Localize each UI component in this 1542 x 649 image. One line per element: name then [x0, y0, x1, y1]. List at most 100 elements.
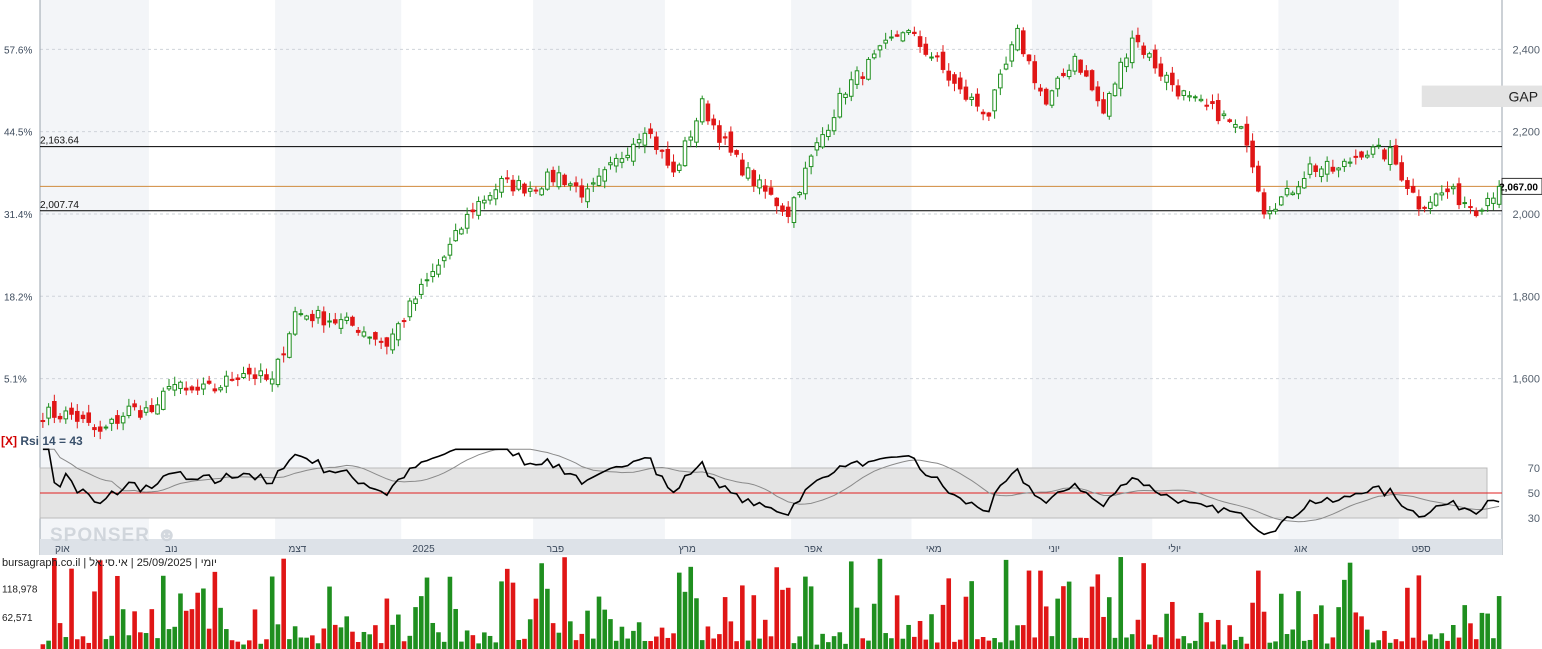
- candle: [1158, 56, 1164, 81]
- candle: [1410, 178, 1416, 194]
- candle: [837, 87, 843, 119]
- candle-body: [550, 169, 556, 183]
- candle: [940, 45, 946, 74]
- candle-body: [92, 427, 97, 431]
- candle-body: [1055, 77, 1060, 90]
- candle-body: [1473, 210, 1479, 217]
- candle-body: [1078, 59, 1083, 73]
- candle: [831, 109, 837, 135]
- candle-body: [195, 386, 200, 391]
- candle-body: [1313, 165, 1318, 172]
- candle-body: [1405, 180, 1410, 189]
- candle-body: [436, 264, 441, 275]
- volume-bar: [413, 607, 418, 649]
- candle-body: [1152, 49, 1158, 69]
- rsi-tick-label: 30: [1528, 513, 1540, 525]
- volume-bar: [631, 630, 636, 649]
- volume-bar: [1382, 630, 1387, 649]
- volume-bar: [1473, 639, 1479, 649]
- month-stripe: [40, 0, 149, 539]
- volume-bar: [1175, 638, 1181, 649]
- volume-bar: [1324, 643, 1330, 649]
- candle: [1313, 163, 1318, 178]
- candle: [694, 117, 699, 148]
- volume-bar: [757, 638, 762, 649]
- candle-body: [585, 188, 590, 203]
- volume-bar: [418, 596, 424, 649]
- candle: [1267, 205, 1273, 220]
- candle: [1066, 64, 1072, 80]
- volume-bar: [527, 619, 533, 649]
- candle: [808, 154, 814, 175]
- volume-bar: [235, 641, 241, 649]
- volume-bar: [327, 586, 332, 649]
- candle: [1038, 84, 1043, 97]
- candle-body: [1135, 34, 1141, 43]
- volume-bar: [441, 641, 447, 649]
- volume-bar: [722, 597, 728, 649]
- candle-body: [676, 164, 682, 171]
- candle: [493, 183, 499, 206]
- candle: [900, 31, 906, 43]
- candle-body: [1422, 206, 1427, 209]
- candle: [361, 326, 367, 338]
- candle: [963, 79, 969, 102]
- candle: [350, 315, 355, 327]
- candle-body: [545, 171, 550, 190]
- candle-body: [831, 117, 837, 132]
- candle: [854, 66, 860, 89]
- volume-bar: [740, 585, 745, 649]
- candle: [791, 196, 797, 228]
- volume-bar: [499, 581, 504, 649]
- date-axis: אוק נוב דצמ 2025 פבר מרץ אפר מאי יוני יולי אוג ספט: [40, 539, 1502, 555]
- candle-body: [1141, 45, 1146, 55]
- volume-bar: [791, 643, 797, 649]
- candle-body: [619, 158, 625, 163]
- candle: [1129, 30, 1135, 69]
- candle-body: [1330, 166, 1336, 172]
- candle-body: [998, 73, 1003, 89]
- volume-bar: [1129, 634, 1135, 649]
- volume-bar: [889, 638, 894, 649]
- monkey-logo-icon: ☻: [156, 524, 179, 546]
- volume-bar: [470, 635, 476, 649]
- volume-bar: [929, 614, 934, 649]
- volume-bar: [682, 591, 688, 649]
- candle-body: [80, 414, 86, 420]
- candle-body: [166, 386, 172, 390]
- candle: [929, 52, 934, 61]
- candle-body: [1491, 197, 1496, 204]
- candle: [992, 89, 997, 119]
- candle-body: [390, 333, 395, 351]
- candle: [86, 404, 92, 426]
- volume-bar: [1020, 625, 1026, 649]
- candle-body: [332, 319, 338, 324]
- candle: [1181, 89, 1187, 101]
- candle-body: [1106, 93, 1112, 117]
- candle-body: [934, 55, 940, 58]
- volume-bar: [1445, 640, 1450, 649]
- candle-body: [355, 329, 361, 333]
- volume-bar: [699, 640, 705, 649]
- candle: [252, 367, 258, 386]
- candle: [762, 178, 768, 199]
- volume-bar: [229, 640, 235, 649]
- rsi-close-button[interactable]: [X]: [1, 434, 17, 448]
- rsi-tick-label: 70: [1528, 463, 1540, 475]
- volume-bar: [201, 588, 206, 649]
- candle: [573, 176, 579, 193]
- candle: [1250, 133, 1255, 174]
- volume-bar: [115, 575, 120, 649]
- candle: [659, 149, 665, 159]
- candle-body: [946, 70, 952, 81]
- volume-bar: [613, 640, 619, 649]
- candle: [1215, 93, 1221, 125]
- candle-body: [1319, 168, 1324, 178]
- candle-body: [1307, 163, 1313, 175]
- volume-bar: [1296, 591, 1301, 649]
- volume-bar: [1198, 612, 1204, 649]
- volume-bar: [1043, 606, 1049, 649]
- candle: [1330, 159, 1336, 174]
- volume-bar: [407, 635, 413, 649]
- candle: [1106, 91, 1112, 120]
